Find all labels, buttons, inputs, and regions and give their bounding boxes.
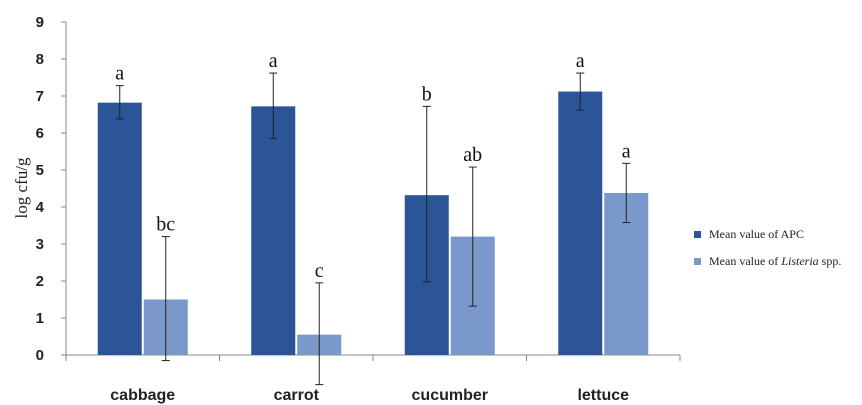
significance-letter: ab xyxy=(463,144,482,166)
significance-letter: bc xyxy=(156,214,175,236)
y-tick-label: 5 xyxy=(36,162,44,179)
y-axis-label: log cfu/g xyxy=(12,157,31,218)
legend-swatch-0 xyxy=(694,231,701,238)
y-tick-label: 0 xyxy=(36,347,44,364)
y-tick-label: 9 xyxy=(36,14,44,31)
y-tick-label: 7 xyxy=(36,88,44,105)
error-bars xyxy=(115,72,631,386)
significance-letter: a xyxy=(576,50,585,72)
legend-swatch-1 xyxy=(694,258,701,265)
bar-0-lettuce xyxy=(558,91,603,355)
legend-label-0: Mean value of APC xyxy=(709,227,804,241)
bar-0-cabbage xyxy=(97,102,142,355)
bar-0-carrot xyxy=(251,106,296,355)
y-tick-label: 8 xyxy=(36,51,44,68)
significance-letter: c xyxy=(315,260,324,282)
legend: Mean value of APC Mean value of Listeria … xyxy=(694,227,841,268)
y-axis: 0 1 2 3 4 5 6 7 8 9 xyxy=(36,14,67,364)
y-tick-label: 3 xyxy=(36,236,44,253)
x-axis: cabbage carrot cucumber lettuce xyxy=(65,354,681,404)
y-tick-label: 6 xyxy=(36,125,44,142)
legend-label-part: spp. xyxy=(819,254,842,268)
y-tick-label: 4 xyxy=(36,199,45,216)
y-tick-label: 2 xyxy=(36,273,44,290)
legend-label-part: Mean value of APC xyxy=(709,227,804,241)
x-tick-label: cabbage xyxy=(110,387,175,404)
bars xyxy=(97,91,649,355)
significance-letter: a xyxy=(115,63,124,85)
legend-label-1: Mean value of Listeria spp. xyxy=(709,254,841,268)
legend-label-part: Mean value of xyxy=(709,254,781,268)
y-tick-label: 1 xyxy=(36,310,44,327)
legend-label-part: Listeria xyxy=(780,254,818,268)
x-tick-label: lettuce xyxy=(577,387,629,404)
x-tick-label: carrot xyxy=(274,387,320,404)
significance-letter: a xyxy=(622,140,631,162)
x-tick-label: cucumber xyxy=(412,387,488,404)
significance-letter: b xyxy=(422,83,432,105)
significance-letter: a xyxy=(269,50,278,72)
